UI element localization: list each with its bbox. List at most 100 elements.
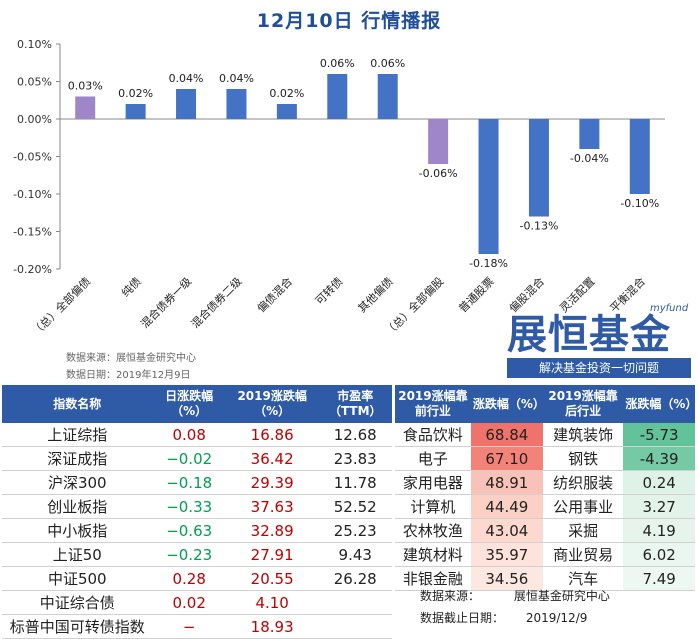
table-row: 电子 67.10 钢铁 -4.39 xyxy=(395,446,695,471)
top-industry-change: 67.10 xyxy=(470,446,543,471)
data-label: -0.10% xyxy=(620,197,659,210)
logo-slogan: 解决基金投资一切问题 xyxy=(507,358,691,378)
year-change: 32.89 xyxy=(225,518,319,543)
year-change: 4.10 xyxy=(225,590,319,615)
data-label: 0.03% xyxy=(68,80,103,93)
top-industry: 家用电器 xyxy=(395,470,471,495)
top-industry-change: 43.04 xyxy=(470,518,543,543)
table-row: 上证50 −0.23 27.91 9.43 xyxy=(2,542,392,567)
chart-date: 数据日期：2019年12月9日 xyxy=(66,370,191,381)
bottom-industry: 建筑装饰 xyxy=(542,423,624,447)
table-row: 食品饮料 68.84 建筑装饰 -5.73 xyxy=(395,423,695,447)
logo-tag: myfund xyxy=(650,303,689,314)
pe-ratio: 25.23 xyxy=(318,518,392,543)
bar xyxy=(276,104,297,119)
year-change: 27.91 xyxy=(225,542,319,567)
category-label: （总）全部偏债 xyxy=(29,274,93,338)
top-industry: 计算机 xyxy=(395,494,471,519)
table-row: 上证综指 0.08 16.86 12.68 xyxy=(2,423,392,447)
footer-label: 数据来源： xyxy=(420,589,481,603)
bottom-industry-change: 6.02 xyxy=(623,542,695,567)
bottom-industry: 钢铁 xyxy=(542,446,624,471)
daily-change: −0.02 xyxy=(152,446,226,471)
bar xyxy=(125,104,146,119)
col-header: 市盈率（TTM） xyxy=(318,385,392,423)
pe-ratio: 12.68 xyxy=(318,423,392,447)
y-tick-label: -0.20% xyxy=(13,263,52,276)
bottom-industry-change: -5.73 xyxy=(623,423,695,447)
table-row: 农林牧渔 43.04 采掘 4.19 xyxy=(395,518,695,543)
table-row: 中小板指 −0.63 32.89 25.23 xyxy=(2,518,392,543)
y-tick-label: 0.05% xyxy=(17,76,52,89)
bottom-industry: 纺织服装 xyxy=(542,470,624,495)
pe-ratio: 9.43 xyxy=(318,542,392,567)
category-label: 普通股票 xyxy=(456,274,497,315)
chart-source: 数据来源：展恒基金研究中心 xyxy=(66,353,196,364)
pe-ratio: 26.28 xyxy=(318,566,392,591)
pe-ratio: 52.52 xyxy=(318,494,392,519)
top-industry: 非银金融 xyxy=(395,566,471,591)
bar-chart: 0.10% 0.05% 0.00% -0.05% -0.10% -0.15% -0.20% 0… xyxy=(13,38,665,339)
daily-change: 0.02 xyxy=(152,590,226,615)
year-change: 36.42 xyxy=(225,446,319,471)
col-header: 日涨跌幅（%） xyxy=(152,385,226,423)
table-row: 深证成指 −0.02 36.42 23.83 xyxy=(2,446,392,471)
daily-change: 0.08 xyxy=(152,423,226,447)
y-tick-label: -0.15% xyxy=(13,226,52,239)
pe-ratio xyxy=(318,590,392,615)
bar xyxy=(176,89,197,119)
table-footer-date: 数据截止日期： 2019/12/9 xyxy=(420,609,587,626)
index-name: 创业板指 xyxy=(2,494,153,519)
data-label: -0.18% xyxy=(469,257,508,270)
top-industry-change: 48.91 xyxy=(470,470,543,495)
index-name: 上证50 xyxy=(2,542,153,567)
y-tick-label: -0.05% xyxy=(13,151,52,164)
top-industry-change: 68.84 xyxy=(470,423,543,447)
bottom-industry-change: 3.27 xyxy=(623,494,695,519)
bottom-industry: 汽车 xyxy=(542,566,624,591)
data-label: 0.02% xyxy=(118,87,153,100)
y-tick-label: 0.10% xyxy=(17,38,52,51)
index-name: 沪深300 xyxy=(2,470,153,495)
bottom-industry: 采掘 xyxy=(542,518,624,543)
y-tick-label: -0.10% xyxy=(13,188,52,201)
bar xyxy=(528,119,549,217)
year-change: 20.55 xyxy=(225,566,319,591)
bar xyxy=(579,119,600,149)
bar xyxy=(75,96,96,119)
daily-change: 0.28 xyxy=(152,566,226,591)
col-header: 2019涨跌幅（%） xyxy=(225,385,319,423)
col-header: 涨跌幅（%） xyxy=(623,385,697,423)
page-title: 12月10日 行情播报 xyxy=(256,10,442,32)
col-header: 指数名称 xyxy=(2,385,153,423)
table-row: 建筑材料 35.97 商业贸易 6.02 xyxy=(395,542,695,567)
col-header: 2019涨幅靠前行业 xyxy=(395,385,471,423)
index-name: 中小板指 xyxy=(2,518,153,543)
data-label: -0.13% xyxy=(519,220,558,233)
industry-table: 2019涨幅靠前行业 涨跌幅（%） 2019涨幅靠后行业 涨跌幅（%） 食品饮料… xyxy=(395,385,697,591)
category-label: 混合债券一级 xyxy=(138,274,195,331)
index-table: 指数名称 日涨跌幅（%） 2019涨跌幅（%） 市盈率（TTM） 上证综指 0.0… xyxy=(2,385,392,639)
bar xyxy=(327,74,348,119)
top-industry-change: 34.56 xyxy=(470,566,543,591)
bottom-industry-change: -4.39 xyxy=(623,446,695,471)
bar xyxy=(226,89,247,119)
index-name: 中证500 xyxy=(2,566,153,591)
col-header: 2019涨幅靠后行业 xyxy=(542,385,624,423)
top-industry: 农林牧渔 xyxy=(395,518,471,543)
logo: 展恒基金 xyxy=(507,312,671,358)
pe-ratio: 11.78 xyxy=(318,470,392,495)
year-change: 37.63 xyxy=(225,494,319,519)
data-label: 0.06% xyxy=(320,57,355,70)
footer-value: 2019/12/9 xyxy=(525,611,588,625)
category-label: 可转债 xyxy=(312,274,345,307)
bottom-industry: 商业贸易 xyxy=(542,542,624,567)
bar xyxy=(428,119,449,164)
pe-ratio: 23.83 xyxy=(318,446,392,471)
data-label: 0.02% xyxy=(269,87,304,100)
category-label: 纯债 xyxy=(118,274,143,299)
bottom-industry-change: 0.24 xyxy=(623,470,695,495)
table-footer-source: 数据来源： 展恒基金研究中心 xyxy=(420,587,610,604)
footer-label: 数据截止日期： xyxy=(420,611,505,625)
daily-change: −0.33 xyxy=(152,494,226,519)
